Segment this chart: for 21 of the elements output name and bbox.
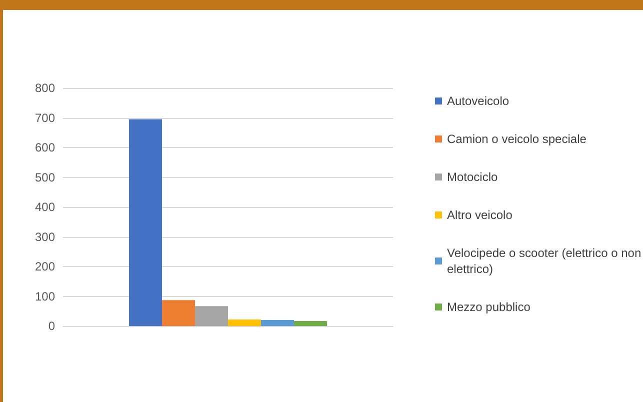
bar (195, 306, 228, 326)
bar (228, 319, 261, 326)
y-tick-label: 400 (34, 200, 56, 214)
legend-label: Altro veicolo (447, 208, 513, 222)
bar (162, 300, 195, 326)
legend-label: Camion o veicolo speciale (447, 132, 587, 146)
legend-label: Mezzo pubblico (447, 300, 531, 314)
y-tick-label: 200 (34, 260, 56, 274)
bar (129, 119, 162, 326)
y-tick-label: 800 (34, 81, 56, 95)
legend-label: Autoveicolo (447, 94, 510, 108)
y-tick-label: 300 (34, 230, 56, 244)
y-tick-label: 100 (34, 289, 56, 304)
y-tick-label: 0 (48, 319, 56, 333)
legend-label: Velocipede o scooter (elettrico o non elettrico) (447, 246, 643, 276)
y-tick-label: 700 (34, 110, 56, 125)
legend-label: Motociclo (447, 170, 498, 184)
bar (261, 320, 294, 326)
y-tick-label: 500 (34, 170, 56, 184)
y-tick-label: 600 (34, 140, 56, 154)
bar (294, 320, 327, 326)
